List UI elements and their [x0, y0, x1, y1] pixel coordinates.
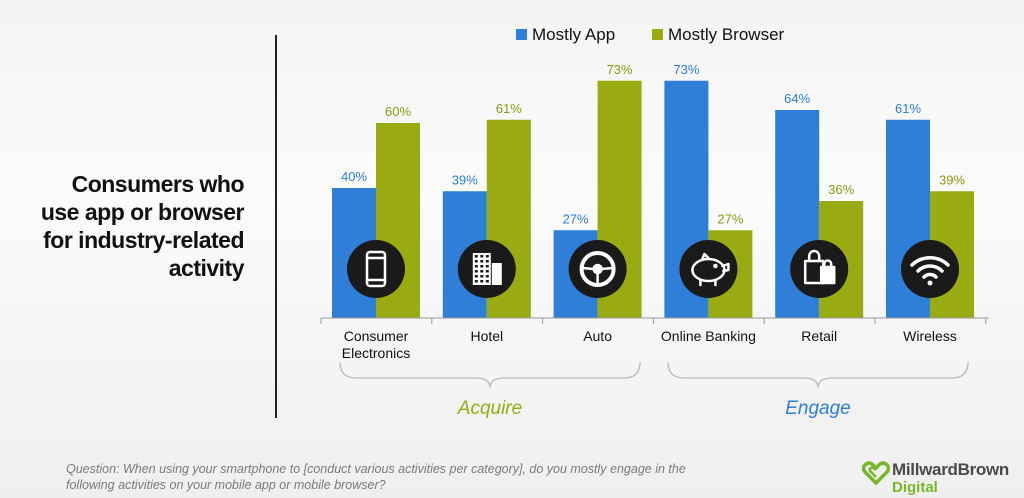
footnote-line: Question: When using your smartphone to …	[66, 462, 686, 476]
legend-swatch	[652, 29, 663, 40]
wifi-icon	[901, 240, 959, 298]
side-title-line: for industry-related	[43, 227, 244, 253]
category-label: Consumer Electronics	[342, 328, 410, 361]
data-label: 73%	[607, 62, 633, 77]
group-brace	[339, 361, 641, 389]
data-label: 61%	[895, 101, 921, 116]
chart-side-title: Consumers who use app or browser for ind…	[20, 170, 245, 282]
wifi-icon-glyph	[910, 256, 950, 286]
side-title-line: use app or browser	[40, 199, 245, 225]
category-label: Wireless	[903, 328, 957, 344]
category-label: Retail	[801, 328, 837, 344]
group-label: Acquire	[457, 398, 522, 419]
smartphone-icon-glyph	[365, 250, 387, 288]
logo-name: MillwardBrown	[892, 460, 1009, 479]
smartphone-icon	[347, 240, 405, 298]
footnote-line: following activities on your mobile app …	[66, 478, 386, 492]
data-label: 60%	[385, 104, 411, 119]
building-icon-glyph	[472, 253, 502, 285]
category-label: Online Banking	[661, 328, 756, 344]
data-label: 27%	[717, 211, 743, 226]
category-label: Auto	[583, 328, 612, 344]
legend-swatch	[516, 29, 527, 40]
data-label: 40%	[341, 169, 367, 184]
legend-label: Mostly App	[532, 25, 615, 44]
heart-logo-icon	[862, 461, 890, 486]
shopping-bag-icon-glyph	[803, 249, 836, 285]
millward-brown-logo: MillwardBrown Digital	[862, 458, 1022, 498]
data-label: 36%	[828, 182, 854, 197]
piggy-bank-icon	[679, 240, 738, 298]
group-brace	[667, 361, 969, 389]
side-title-line: Consumers who	[71, 171, 245, 197]
logo-sub: Digital	[892, 479, 938, 496]
vertical-divider	[275, 35, 277, 418]
data-label: 27%	[563, 211, 589, 226]
category-label: Hotel	[470, 328, 503, 344]
survey-question-footnote: Question: When using your smartphone to …	[66, 461, 826, 493]
bar-chart: Mostly App Mostly Browser 40% 60% Consumer El…	[320, 25, 989, 419]
group-label: Engage	[785, 398, 851, 419]
piggy-bank-icon-glyph	[691, 252, 730, 287]
data-label: 39%	[452, 172, 478, 187]
legend-label: Mostly Browser	[668, 25, 785, 44]
data-label: 64%	[784, 91, 810, 106]
side-title-line: activity	[168, 255, 245, 281]
data-label: 61%	[496, 101, 522, 116]
data-label: 39%	[939, 172, 965, 187]
data-label: 73%	[673, 62, 699, 77]
steering-wheel-icon-glyph	[579, 251, 616, 287]
